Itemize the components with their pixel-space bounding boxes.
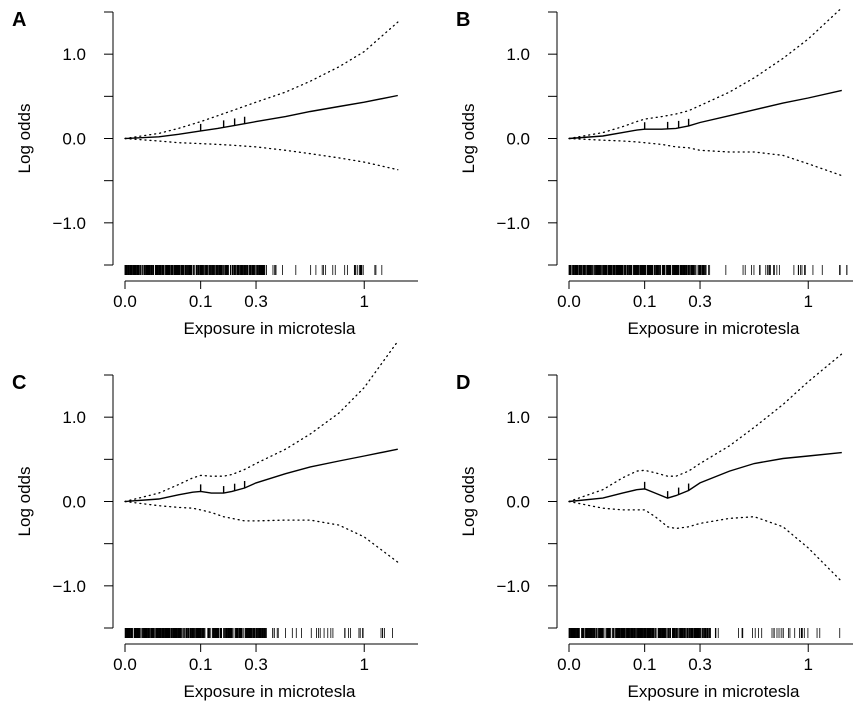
x-tick-label: 0.0: [557, 655, 581, 674]
x-axis-title: Exposure in microtesla: [184, 682, 357, 701]
y-axis-title: Log odds: [459, 467, 478, 537]
rug-marks: [568, 628, 841, 638]
x-tick-label: 1: [359, 655, 368, 674]
x-tick-label: 1: [803, 655, 812, 674]
x-tick-label: 1: [803, 292, 812, 311]
x-axis-title: Exposure in microtesla: [628, 682, 801, 701]
series-upper-ci: [124, 340, 399, 503]
panel-letter: A: [12, 9, 26, 31]
series-fit: [124, 94, 398, 140]
y-tick-label: −1.0: [496, 577, 530, 596]
y-tick-label: −1.0: [52, 577, 86, 596]
x-axis-title: Exposure in microtesla: [184, 319, 357, 338]
x-tick-label: 0.0: [113, 292, 137, 311]
x-tick-label: 0.3: [688, 655, 712, 674]
y-tick-label: 0.0: [506, 130, 530, 149]
y-tick-label: 1.0: [62, 45, 86, 64]
rug-marks: [568, 265, 848, 275]
x-tick-label: 0.1: [189, 655, 213, 674]
panel-letter: D: [456, 372, 470, 394]
series-lower-ci: [124, 137, 399, 171]
series-upper-ci: [124, 21, 399, 140]
x-tick-label: 0.1: [633, 655, 657, 674]
series-lower-ci: [568, 137, 843, 177]
series-fit: [124, 448, 398, 503]
y-tick-label: 1.0: [506, 45, 530, 64]
x-tick-label: 0.3: [688, 292, 712, 311]
y-tick-label: 1.0: [506, 408, 530, 427]
series-lower-ci: [124, 500, 399, 563]
series-fit: [568, 451, 842, 503]
y-axis-title: Log odds: [15, 467, 34, 537]
y-tick-label: −1.0: [496, 214, 530, 233]
rug-marks: [124, 265, 383, 275]
y-tick-label: −1.0: [52, 214, 86, 233]
series-upper-ci: [568, 353, 843, 503]
x-tick-label: 0.3: [244, 292, 268, 311]
x-tick-label: 1: [359, 292, 368, 311]
x-tick-label: 0.1: [189, 292, 213, 311]
x-axis-title: Exposure in microtesla: [628, 319, 801, 338]
series-lower-ci: [568, 500, 843, 583]
series-fit: [568, 89, 842, 140]
series-upper-ci: [568, 7, 843, 140]
x-tick-label: 0.3: [244, 655, 268, 674]
rug-marks: [124, 628, 393, 638]
y-axis-title: Log odds: [459, 104, 478, 174]
y-tick-label: 1.0: [62, 408, 86, 427]
x-tick-label: 0.0: [113, 655, 137, 674]
x-tick-label: 0.0: [557, 292, 581, 311]
y-tick-label: 0.0: [62, 493, 86, 512]
panel-letter: B: [456, 9, 470, 31]
y-tick-label: 0.0: [506, 493, 530, 512]
x-tick-label: 0.1: [633, 292, 657, 311]
y-tick-label: 0.0: [62, 130, 86, 149]
panel-letter: C: [12, 372, 26, 394]
y-axis-title: Log odds: [15, 104, 34, 174]
